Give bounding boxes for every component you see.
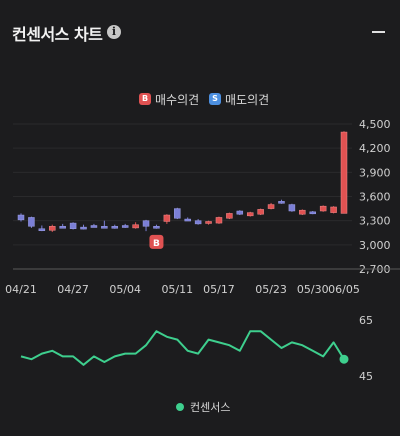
candle-body [38, 228, 46, 231]
candle-body [246, 212, 254, 217]
candle-body [142, 220, 150, 227]
candle-body [184, 218, 191, 222]
candle-body [153, 226, 160, 229]
candle-body [205, 221, 212, 224]
y-tick-label: 45 [359, 370, 373, 383]
x-tick-label: 05/04 [109, 283, 141, 296]
y-tick-label: 3,000 [359, 239, 391, 252]
y-tick-label: 4,200 [359, 142, 391, 155]
x-tick-label: 04/21 [5, 283, 37, 296]
y-tick-label: 4,500 [359, 118, 391, 131]
consensus-last-point [339, 354, 349, 364]
legend-sell-label: 매도의견 [225, 92, 270, 107]
candle-body [299, 209, 306, 215]
candle-body [174, 208, 181, 219]
sell-badge-icon: S [209, 93, 221, 105]
legend-buy-label: 매수의견 [155, 92, 200, 107]
candle-body [319, 205, 327, 212]
chart-legend: B 매수의견 S 매도의견 [0, 91, 400, 109]
buy-marker-icon [149, 234, 164, 249]
chart-header: 컨센서스 차트 i [0, 0, 400, 64]
candle-body [257, 209, 264, 215]
candle-body [17, 214, 25, 221]
candle-body [236, 210, 244, 215]
x-tick-label: 06/05 [328, 283, 360, 296]
x-tick-label: 05/23 [255, 283, 287, 296]
y-tick-label: 3,300 [359, 215, 391, 228]
page-title: 컨센서스 차트 [12, 25, 103, 44]
x-tick-label: 05/17 [203, 283, 235, 296]
candle-body [28, 217, 35, 227]
x-tick-label: 05/11 [161, 283, 193, 296]
candle-body [267, 204, 275, 209]
candlestick-chart: 4,5004,2003,9003,6003,3003,0002,70004/21… [5, 118, 400, 296]
candle-body [69, 222, 77, 229]
candle-body [121, 225, 129, 228]
minus-icon[interactable] [372, 31, 385, 33]
buy-badge-icon: B [139, 93, 151, 105]
candle-body [226, 213, 233, 219]
candle-body [163, 214, 171, 222]
consensus-legend-label: 컨센서스 [190, 401, 231, 414]
candle-body [59, 226, 66, 229]
candle-body [278, 201, 285, 204]
y-tick-label: 3,600 [359, 191, 391, 204]
x-tick-label: 04/27 [57, 283, 89, 296]
candle-body [111, 226, 119, 229]
x-tick-label: 05/30 [297, 283, 329, 296]
candle-body [101, 226, 108, 229]
candle-body [215, 217, 223, 224]
consensus-line-chart: 65 45 [20, 314, 373, 383]
y-tick-label: 3,900 [359, 166, 391, 179]
consensus-dot-icon [176, 403, 184, 411]
legend-buy[interactable]: B 매수의견 [139, 91, 199, 107]
y-tick-label: 65 [359, 314, 373, 327]
legend-sell[interactable]: S 매도의견 [209, 91, 269, 107]
candle-body [132, 224, 139, 229]
consensus-series-line [20, 330, 345, 366]
candle-body [80, 226, 87, 230]
consensus-legend[interactable]: 컨센서스 [176, 399, 230, 415]
info-icon[interactable]: i [107, 25, 121, 39]
candle-body [90, 225, 98, 228]
candle-body [49, 226, 56, 231]
candle-body [309, 211, 316, 215]
candle-body [194, 220, 202, 225]
candle-body [330, 206, 337, 213]
candle-body [288, 204, 296, 212]
buy-marker-label: B [153, 239, 160, 249]
candle-body [340, 131, 348, 214]
